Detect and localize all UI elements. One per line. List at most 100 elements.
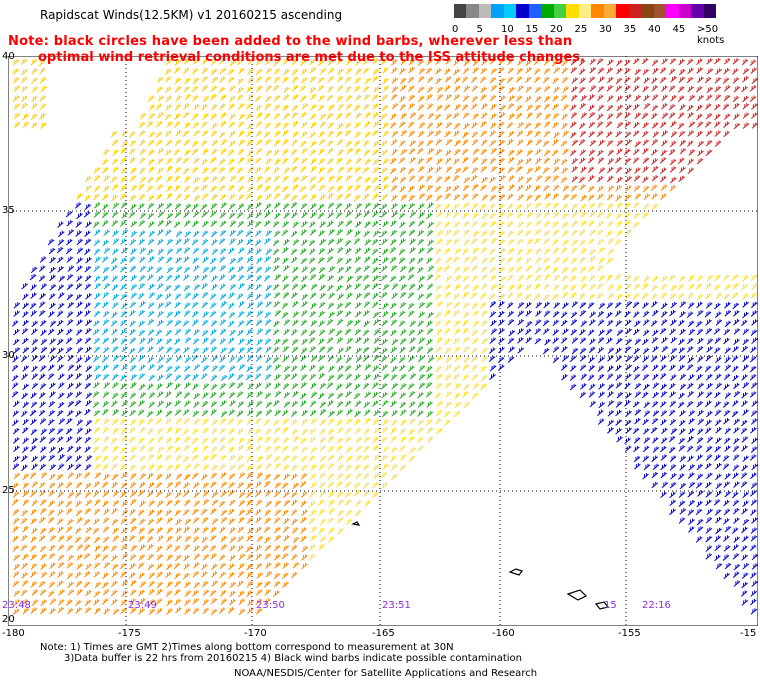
wind-barb [317, 85, 325, 92]
wind-barb [678, 68, 686, 76]
wind-barb [255, 68, 263, 76]
wind-barb [12, 68, 20, 75]
wind-barb [470, 76, 478, 84]
legend-swatch [641, 4, 655, 18]
wind-barb [588, 76, 596, 83]
wind-barb [435, 58, 442, 65]
wind-barb [173, 67, 181, 74]
wind-barb [345, 67, 353, 75]
wind-barb [265, 85, 273, 92]
wind-barb [265, 67, 273, 75]
wind-barb [543, 85, 551, 92]
lon-label-175: -175 [118, 628, 141, 639]
wind-barb [498, 58, 505, 66]
wind-barb [524, 76, 532, 84]
wind-barb [742, 76, 749, 83]
legend-swatch [503, 4, 517, 18]
wind-barb [336, 85, 344, 92]
wind-barb [552, 77, 559, 85]
wind-barb [642, 68, 650, 76]
wind-barb [633, 58, 640, 65]
wind-barb [598, 76, 605, 83]
note-line-1: Note: black circles have been added to t… [8, 34, 573, 49]
wind-barb [344, 76, 352, 83]
wind-barb [20, 76, 28, 84]
wind-barb [345, 85, 352, 93]
wind-barb [299, 85, 307, 92]
wind-barb [31, 77, 38, 84]
wind-barb [174, 59, 181, 66]
footer-note-2: 3)Data buffer is 22 hrs from 20160215 4)… [64, 653, 522, 664]
wind-barb [606, 85, 614, 92]
wind-barb [570, 67, 578, 74]
wind-barb [391, 59, 398, 66]
wind-barb [210, 85, 218, 92]
wind-barb [543, 58, 551, 66]
wind-barb [362, 67, 370, 75]
wind-barb [534, 86, 542, 94]
wind-barb [589, 85, 597, 92]
wind-barb [299, 59, 307, 66]
legend-tick-label: 45 [672, 24, 686, 35]
wind-barb [210, 68, 218, 76]
wind-barb [607, 59, 614, 66]
wind-barb [202, 58, 209, 65]
wind-barb [30, 59, 38, 66]
lat-label-20: 20 [2, 614, 15, 625]
wind-barb [327, 59, 334, 67]
legend-tick-label: 35 [623, 24, 637, 35]
wind-barb [237, 86, 244, 94]
wind-barb [606, 76, 614, 84]
wind-barb [282, 77, 289, 84]
wind-barb [399, 68, 406, 75]
wind-barb [489, 58, 497, 65]
wind-barb [686, 76, 694, 84]
wind-map [8, 56, 758, 626]
wind-barb [426, 76, 434, 84]
wind-barb [579, 77, 587, 84]
wind-barb [498, 77, 506, 85]
wind-barb [291, 58, 299, 66]
wind-barb [380, 58, 388, 66]
wind-barb [39, 67, 46, 75]
legend-tick-label: 40 [648, 24, 661, 35]
wind-barb [624, 59, 631, 67]
legend-swatch [516, 4, 530, 18]
wind-barb [264, 76, 272, 83]
wind-barb [291, 85, 299, 92]
wind-barb [255, 85, 263, 93]
wind-barb [362, 86, 370, 93]
legend-swatch [541, 4, 555, 18]
wind-barb [372, 58, 380, 65]
wind-barb [490, 85, 498, 92]
wind-barb [606, 67, 614, 74]
wind-barb [571, 77, 579, 84]
wind-barb [183, 58, 191, 65]
wind-barb [445, 58, 452, 65]
wind-barb [400, 85, 407, 92]
wind-barb [634, 68, 642, 76]
legend-tick-label: 0 [452, 24, 459, 35]
wind-barb [507, 67, 515, 74]
wind-barb [706, 58, 713, 65]
wind-barb [461, 76, 469, 83]
legend-tick-label: 10 [501, 24, 514, 35]
lon-label-150: -15 [740, 628, 757, 639]
wind-barb [372, 68, 380, 76]
lon-label-155: -155 [618, 628, 641, 639]
wind-barb [236, 58, 244, 66]
wind-barb [291, 76, 299, 83]
wind-barb [219, 67, 227, 75]
wind-barb [426, 86, 434, 93]
legend-tick-label: 15 [525, 24, 539, 35]
wind-barb [533, 76, 541, 84]
wind-barb [191, 68, 199, 75]
wind-barb [391, 77, 399, 84]
lat-label-40: 40 [2, 51, 15, 62]
wind-barb [669, 58, 677, 65]
legend-swatch [578, 4, 592, 18]
wind-barb [399, 77, 407, 85]
wind-barb [732, 58, 740, 65]
wind-barb [300, 68, 308, 76]
wind-barb [463, 59, 471, 67]
